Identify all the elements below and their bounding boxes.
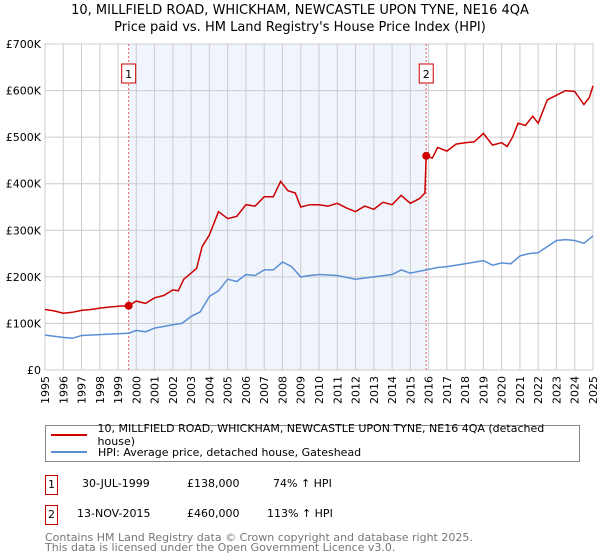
x-tick-label: 2019 xyxy=(477,376,490,404)
y-tick-label: £0 xyxy=(27,364,41,377)
x-tick-label: 2024 xyxy=(569,376,582,404)
x-tick-label: 2000 xyxy=(130,376,143,404)
legend-swatch-red xyxy=(51,434,87,436)
x-tick-label: 2020 xyxy=(496,376,509,404)
x-tick-label: 2011 xyxy=(331,376,344,404)
x-tick-label: 2023 xyxy=(550,376,563,404)
sale-row: 1 30-JUL-1999 £138,000 74% ↑ HPI xyxy=(45,475,445,495)
property-price-line xyxy=(44,85,594,314)
plot-frame xyxy=(44,43,594,371)
x-tick-label: 1998 xyxy=(94,376,107,404)
x-tick-label: 2014 xyxy=(386,376,399,404)
chart-subtitle: Price paid vs. HM Land Registry's House … xyxy=(114,20,486,35)
sale-label-box xyxy=(121,63,137,84)
sale-point xyxy=(124,301,133,310)
x-tick-label: 2025 xyxy=(587,376,600,404)
x-tick-label: 2018 xyxy=(459,376,472,404)
x-tick-label: 1999 xyxy=(112,376,125,404)
x-tick-label: 2012 xyxy=(350,376,363,404)
sale-row: 2 13-NOV-2015 £460,000 113% ↑ HPI xyxy=(45,505,445,525)
legend-swatch-blue xyxy=(51,451,87,453)
sale-badge: 1 xyxy=(45,475,58,495)
x-tick-label: 2002 xyxy=(167,376,180,404)
x-tick-label: 2008 xyxy=(276,376,289,404)
sale-date: 30-JUL-1999 xyxy=(82,477,150,490)
x-tick-label: 2015 xyxy=(404,376,417,404)
y-tick-label: £200K xyxy=(6,271,42,284)
x-tick-label: 2001 xyxy=(149,376,162,404)
x-tick-label: 2017 xyxy=(441,376,454,404)
x-tick-label: 2006 xyxy=(240,376,253,404)
price-chart: 1995 1996 1997 1998 1999 2000 2001 2002 2003 2004… xyxy=(6,38,600,404)
y-tick-label: £100K xyxy=(6,317,42,330)
footer-licence: This data is licensed under the Open Gov… xyxy=(45,541,396,554)
sale-label: 1 xyxy=(125,68,132,81)
x-tick-label: 1995 xyxy=(39,376,52,404)
x-tick-label: 2005 xyxy=(222,376,235,404)
sale-label: 2 xyxy=(423,68,430,81)
sale-date: 13-NOV-2015 xyxy=(77,507,151,520)
chart-title: 10, MILLFIELD ROAD, WHICKHAM, NEWCASTLE … xyxy=(71,3,529,18)
sale-price: £138,000 xyxy=(187,477,240,490)
x-tick-label: 1996 xyxy=(57,376,70,404)
sale-badge: 2 xyxy=(45,505,58,525)
sale-hpi-change: 74% ↑ HPI xyxy=(273,477,332,490)
legend-item-property: 10, MILLFIELD ROAD, WHICKHAM, NEWCASTLE … xyxy=(46,422,579,448)
legend-item-hpi: HPI: Average price, detached house, Gate… xyxy=(46,444,361,460)
x-tick-label: 2013 xyxy=(368,376,381,404)
sale-price: £460,000 xyxy=(187,507,240,520)
sale-label-box xyxy=(418,63,434,84)
legend: 10, MILLFIELD ROAD, WHICKHAM, NEWCASTLE … xyxy=(45,422,580,462)
sale-point xyxy=(422,151,431,160)
x-tick-label: 2007 xyxy=(258,376,271,404)
legend-label-hpi: HPI: Average price, detached house, Gate… xyxy=(98,445,362,459)
x-tick-label: 2009 xyxy=(295,376,308,404)
sale-hpi-change: 113% ↑ HPI xyxy=(267,507,333,520)
y-tick-label: £400K xyxy=(6,178,42,191)
hpi-line xyxy=(44,235,594,340)
legend-label-property: 10, MILLFIELD ROAD, WHICKHAM, NEWCASTLE … xyxy=(97,422,545,448)
x-tick-label: 2016 xyxy=(423,376,436,404)
y-tick-label: £300K xyxy=(6,224,42,237)
footer-copyright: Contains HM Land Registry data © Crown c… xyxy=(45,531,473,544)
x-tick-label: 2010 xyxy=(313,376,326,404)
x-tick-label: 1997 xyxy=(76,376,89,404)
y-tick-label: £500K xyxy=(6,131,42,144)
x-tick-label: 2022 xyxy=(532,376,545,404)
x-tick-label: 2003 xyxy=(185,376,198,404)
y-tick-label: £700K xyxy=(6,38,42,51)
x-tick-label: 2021 xyxy=(514,376,527,404)
y-tick-label: £600K xyxy=(6,85,42,98)
x-tick-label: 2004 xyxy=(203,376,216,404)
